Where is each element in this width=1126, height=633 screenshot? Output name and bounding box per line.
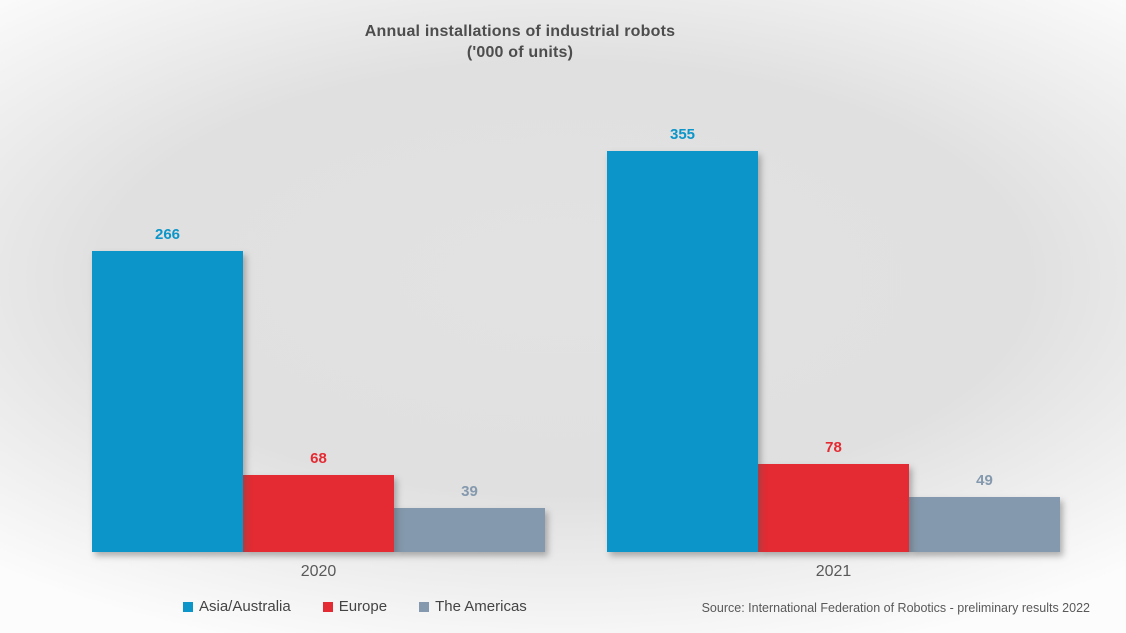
legend-swatch-icon (183, 601, 193, 612)
legend-item-the-americas: The Americas (419, 598, 527, 615)
category-label-2020: 2020 (300, 563, 337, 580)
category-label-2021: 2021 (815, 563, 852, 580)
value-label-the-americas-2021: 49 (976, 472, 993, 489)
value-label-asia-australia-2021: 355 (669, 126, 696, 143)
value-label-the-americas-2020: 39 (461, 483, 478, 500)
bar-asia-australia-2021: 355 (607, 126, 758, 552)
legend-label-the-americas: The Americas (435, 598, 527, 615)
legend-label-europe: Europe (338, 598, 388, 615)
plot-area: 266 68 39 355 78 49 (92, 100, 1060, 552)
bar-the-americas-2021: 49 (909, 472, 1060, 552)
bar-asia-australia-2020: 266 (92, 226, 243, 552)
legend: Asia/Australia Europe The Americas (183, 598, 527, 615)
legend-item-asia-australia: Asia/Australia (183, 598, 291, 615)
bar-group-2021: 355 78 49 (607, 100, 1060, 552)
bar-group-2020: 266 68 39 (92, 100, 545, 552)
legend-label-asia-australia: Asia/Australia (199, 598, 291, 615)
value-label-europe-2020: 68 (310, 450, 327, 467)
chart-title-line1: Annual installations of industrial robot… (364, 23, 676, 40)
value-label-asia-australia-2020: 266 (154, 226, 181, 243)
legend-swatch-icon (322, 601, 333, 612)
bar-the-americas-2020: 39 (394, 483, 545, 552)
legend-swatch-icon (419, 601, 430, 612)
source-note: Source: International Federation of Robo… (701, 601, 1090, 615)
legend-item-europe: Europe (322, 598, 388, 615)
chart-title-line2: ('000 of units) (466, 44, 574, 61)
chart-title: Annual installations of industrial robot… (0, 21, 1040, 63)
value-label-europe-2021: 78 (825, 439, 842, 456)
bar-europe-2021: 78 (758, 439, 909, 552)
bar-europe-2020: 68 (243, 450, 394, 552)
